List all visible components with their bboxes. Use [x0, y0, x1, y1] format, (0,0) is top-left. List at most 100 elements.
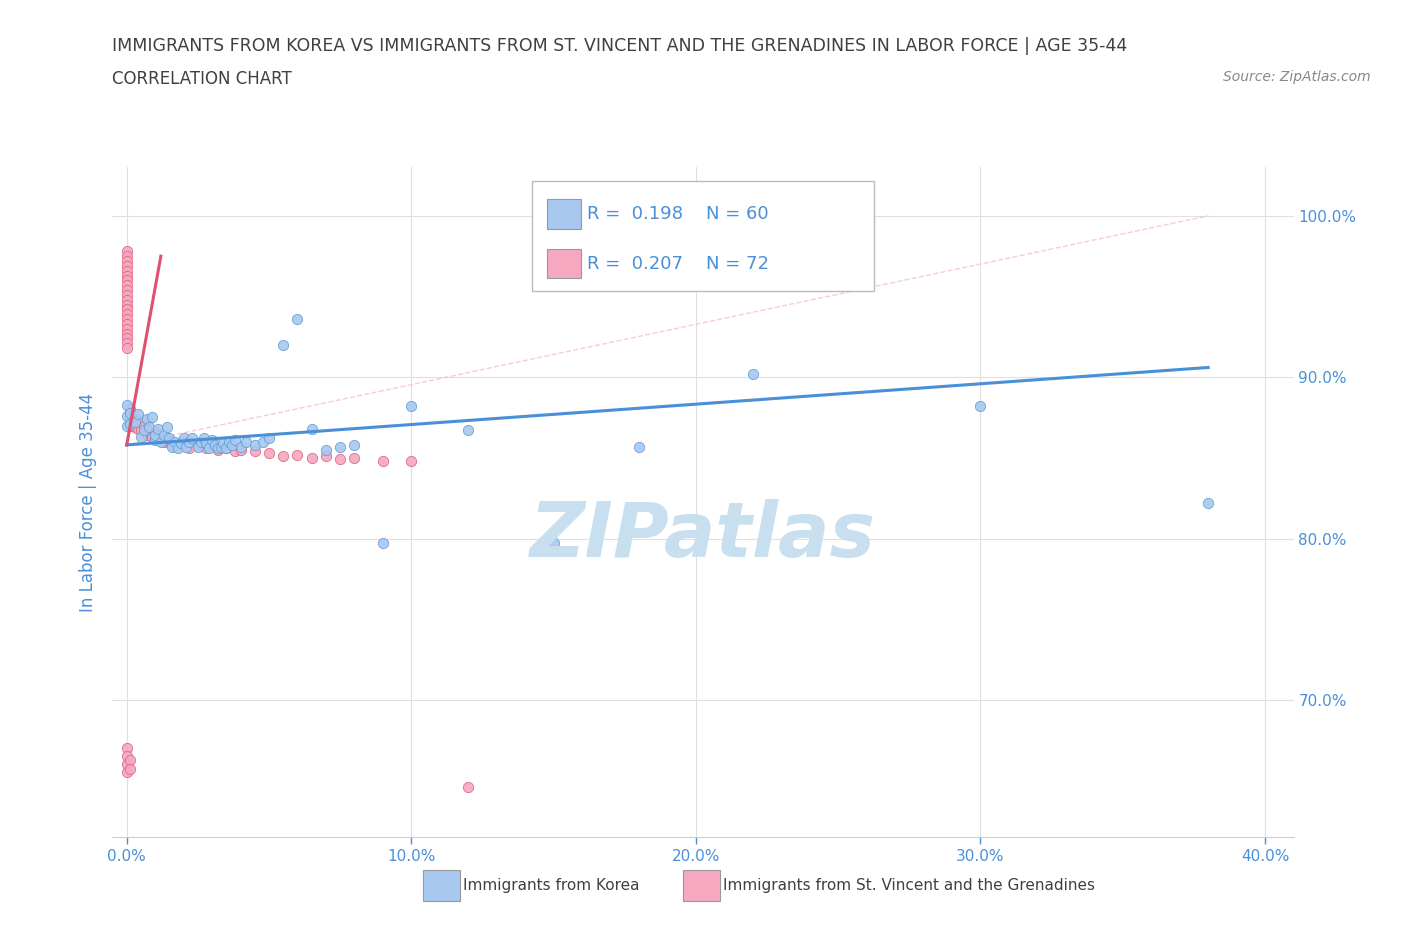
Point — [155, 431, 177, 445]
Point — [165, 434, 187, 449]
Point — [198, 441, 221, 456]
Point — [115, 244, 138, 259]
Point — [143, 428, 166, 443]
FancyBboxPatch shape — [547, 199, 581, 229]
Point — [190, 434, 212, 449]
Point — [224, 444, 246, 458]
Point — [115, 287, 138, 302]
Point — [121, 418, 143, 433]
Point — [152, 428, 174, 443]
Point — [143, 425, 166, 440]
Point — [301, 421, 323, 436]
Point — [176, 439, 198, 454]
Point — [329, 439, 352, 454]
Point — [224, 432, 246, 447]
Point — [124, 412, 146, 427]
FancyBboxPatch shape — [547, 249, 581, 278]
Point — [118, 402, 141, 417]
Point — [187, 439, 209, 454]
Point — [118, 417, 141, 432]
Text: Source: ZipAtlas.com: Source: ZipAtlas.com — [1223, 70, 1371, 84]
Point — [243, 444, 266, 458]
Point — [115, 278, 138, 293]
Point — [138, 423, 160, 438]
FancyBboxPatch shape — [531, 180, 875, 291]
Point — [143, 431, 166, 445]
Point — [115, 321, 138, 336]
Point — [371, 536, 394, 551]
Point — [343, 450, 366, 465]
Text: CORRELATION CHART: CORRELATION CHART — [112, 70, 292, 87]
Point — [329, 452, 352, 467]
Point — [179, 441, 201, 456]
Text: R =  0.207    N = 72: R = 0.207 N = 72 — [588, 255, 769, 272]
Point — [115, 283, 138, 298]
Point — [215, 441, 238, 456]
Point — [115, 757, 138, 772]
Point — [187, 437, 209, 452]
Point — [115, 336, 138, 351]
Point — [115, 741, 138, 756]
Point — [315, 443, 337, 458]
Point — [243, 437, 266, 452]
Point — [118, 762, 141, 777]
Point — [118, 752, 141, 767]
Text: Immigrants from Korea: Immigrants from Korea — [463, 878, 640, 893]
Point — [115, 254, 138, 269]
Text: R =  0.198    N = 60: R = 0.198 N = 60 — [588, 205, 769, 223]
Point — [115, 326, 138, 341]
Point — [152, 434, 174, 449]
Point — [271, 449, 294, 464]
Point — [115, 418, 138, 433]
Point — [115, 263, 138, 278]
Point — [201, 437, 224, 452]
Point — [170, 436, 193, 451]
Point — [115, 248, 138, 263]
Point — [115, 292, 138, 307]
Point — [115, 749, 138, 764]
Point — [401, 399, 423, 414]
Point — [155, 419, 177, 434]
Point — [115, 331, 138, 346]
Point — [207, 441, 229, 456]
Point — [118, 418, 141, 433]
Point — [118, 405, 141, 420]
Point — [115, 340, 138, 355]
Point — [969, 399, 991, 414]
Point — [287, 447, 309, 462]
Text: IMMIGRANTS FROM KOREA VS IMMIGRANTS FROM ST. VINCENT AND THE GRENADINES IN LABOR: IMMIGRANTS FROM KOREA VS IMMIGRANTS FROM… — [112, 37, 1128, 55]
Point — [115, 297, 138, 312]
Point — [132, 423, 155, 438]
Point — [1197, 496, 1219, 511]
Point — [201, 432, 224, 447]
Point — [252, 434, 274, 449]
Point — [162, 439, 184, 454]
Point — [115, 765, 138, 780]
Point — [179, 434, 201, 449]
Point — [173, 431, 195, 445]
Text: Immigrants from St. Vincent and the Grenadines: Immigrants from St. Vincent and the Gren… — [723, 878, 1095, 893]
Point — [741, 366, 763, 381]
Point — [146, 421, 169, 436]
Point — [115, 397, 138, 412]
Point — [115, 272, 138, 287]
Point — [132, 418, 155, 433]
Point — [129, 423, 152, 438]
Point — [173, 434, 195, 449]
Y-axis label: In Labor Force | Age 35-44: In Labor Force | Age 35-44 — [79, 392, 97, 612]
Point — [215, 441, 238, 456]
Point — [162, 437, 184, 452]
Point — [257, 431, 280, 445]
Point — [115, 316, 138, 331]
Point — [167, 437, 190, 452]
Point — [127, 413, 149, 428]
Point — [207, 443, 229, 458]
Point — [127, 421, 149, 436]
Point — [138, 419, 160, 434]
Point — [287, 312, 309, 326]
Point — [271, 338, 294, 352]
Point — [229, 439, 252, 454]
Point — [143, 432, 166, 447]
Point — [127, 406, 149, 421]
Point — [141, 410, 163, 425]
